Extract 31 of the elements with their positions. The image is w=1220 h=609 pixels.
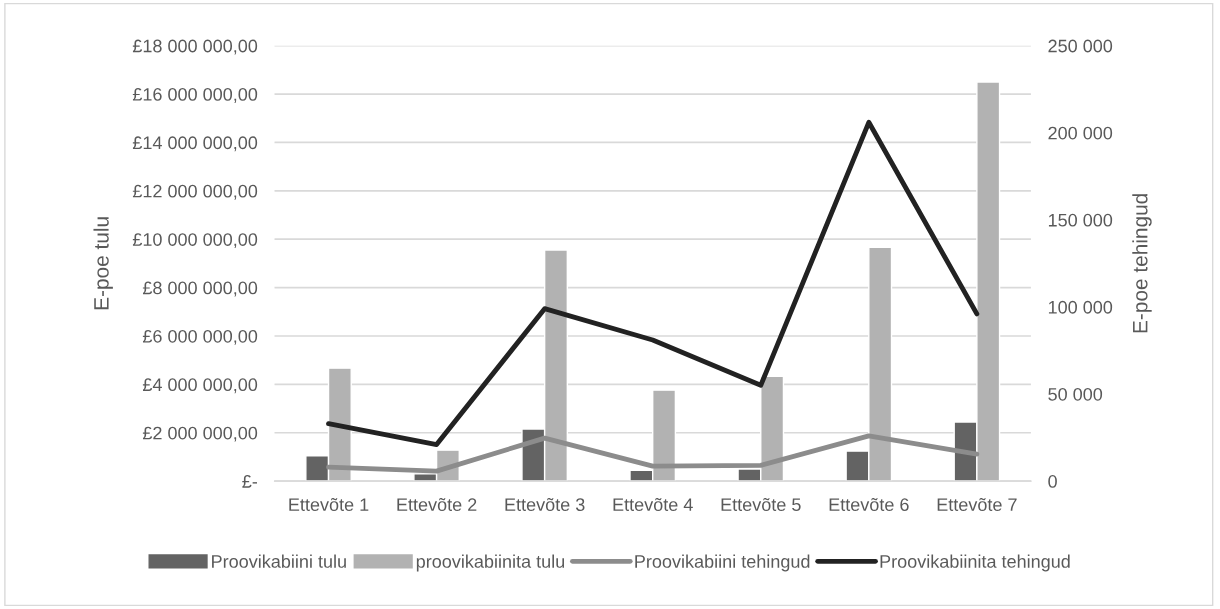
legend-label: Proovikabiini tehingud [635,554,810,572]
y2-axis-title: E-poe tehingud [1132,194,1152,333]
y-tick-label: £8 000 000,00 [142,281,258,297]
y2-tick-label: 200 000 [1048,126,1113,140]
x-tick-label: Ettevõte 1 [289,497,369,512]
legend-label: Proovikabiini tulu [212,554,346,568]
y2-tick-label: 150 000 [1048,213,1113,227]
legend-label: proovikabiinita tulu [416,554,565,572]
y-tick-label: £18 000 000,00 [132,39,258,55]
y-tick-label: £10 000 000,00 [132,233,258,249]
y-tick-label: £14 000 000,00 [132,136,258,152]
x-tick-label: Ettevõte 4 [613,497,693,512]
line-series [326,433,980,474]
x-tick-label: Ettevõte 6 [829,497,909,512]
y-tick-label: £6 000 000,00 [142,329,258,345]
x-tick-label: Ettevõte 5 [721,497,801,512]
y-tick-label: £12 000 000,00 [132,184,258,200]
y2-tick-label: 250 000 [1048,39,1113,53]
y-tick-label: £16 000 000,00 [132,87,258,103]
y-axis-title: E-poe tulu [93,217,113,310]
x-tick-label: Ettevõte 7 [937,497,1017,512]
y2-tick-label: 0 [1048,475,1057,488]
y-tick-label: £2 000 000,00 [142,426,258,442]
x-tick-label: Ettevõte 2 [397,497,477,512]
y-tick-label: £- [242,475,258,488]
line-series [326,119,980,447]
y2-tick-label: 100 000 [1048,300,1113,314]
x-tick-label: Ettevõte 3 [505,497,585,512]
y-tick-label: £4 000 000,00 [142,378,258,394]
legend-label: Proovikabiinita tehingud [880,554,1070,572]
y2-tick-label: 50 000 [1048,387,1103,401]
